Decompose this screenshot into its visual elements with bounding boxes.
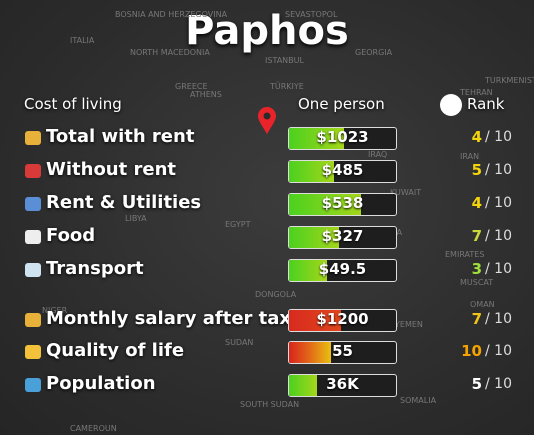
- map-label: ATHENS: [190, 90, 222, 99]
- bar-fill: [289, 194, 361, 215]
- row-value: 36K: [326, 375, 359, 393]
- row-value: $327: [321, 227, 364, 245]
- rank-value: 5: [471, 375, 482, 393]
- map-label: LIBYA: [125, 214, 147, 223]
- value-bar: [288, 160, 397, 183]
- map-label: TURKMENIST: [485, 76, 534, 85]
- row-label: Rent & Utilities: [46, 192, 202, 213]
- row-icon: [25, 230, 41, 244]
- map-label: GEORGIA: [355, 48, 393, 57]
- map-label: NIGER: [42, 306, 68, 315]
- row-value: $1200: [316, 310, 369, 328]
- bar-fill: [289, 128, 344, 149]
- bar-fill: [289, 375, 317, 396]
- row-icon: [25, 345, 41, 359]
- map-label: SEVASTOPOL: [285, 10, 338, 19]
- rank-of: / 10: [485, 343, 512, 359]
- row-label: Transport: [46, 258, 144, 279]
- map-label: ITALIA: [70, 36, 95, 45]
- row-value: $1023: [316, 128, 369, 146]
- bar-fill: [289, 260, 327, 281]
- rank-of: / 10: [485, 162, 512, 178]
- rank-of: / 10: [485, 195, 512, 211]
- header-cost: Cost of living: [24, 95, 122, 113]
- value-bar: [288, 127, 397, 150]
- bar-fill: [289, 161, 334, 182]
- row-icon: [25, 131, 41, 145]
- city-title: Paphos: [185, 8, 349, 54]
- rank-value: 4: [471, 128, 482, 146]
- rank-of: / 10: [485, 376, 512, 392]
- value-bar: [288, 226, 397, 249]
- rank-value: 3: [471, 260, 482, 278]
- rank-of: / 10: [485, 228, 512, 244]
- header-person: One person: [298, 95, 385, 113]
- map-label: OMAN: [470, 300, 495, 309]
- map-label: EMIRATES: [445, 250, 485, 259]
- rank-of: / 10: [485, 261, 512, 277]
- map-label: EGYPT: [225, 220, 251, 229]
- row-label: Total with rent: [46, 126, 195, 147]
- map-label: IRAQ: [368, 150, 388, 159]
- map-label: SOMALIA: [400, 396, 437, 405]
- rank-value: 7: [471, 310, 482, 328]
- map-label: CAMEROUN: [70, 424, 117, 433]
- location-pin: [258, 107, 276, 134]
- map-label: MUSCAT: [460, 278, 494, 287]
- rank-value: 10: [461, 342, 482, 360]
- map-label: DONGOLA: [255, 290, 297, 299]
- value-bar: [288, 259, 397, 282]
- map-label: GREECE: [175, 82, 208, 91]
- map-label: NORTH MACEDONIA: [130, 48, 210, 57]
- map-label: SOUTH SUDAN: [240, 400, 300, 409]
- row-label: Food: [46, 225, 96, 246]
- map-label: YEMEN: [395, 320, 423, 329]
- map-label: BOSNIA AND HERZEGOVINA: [115, 10, 228, 19]
- rank-value: 7: [471, 227, 482, 245]
- row-label: Monthly salary after tax: [46, 308, 292, 329]
- row-value: $538: [321, 194, 364, 212]
- rank-value: 4: [471, 194, 482, 212]
- bar-fill: [289, 310, 341, 331]
- rank-of: / 10: [485, 129, 512, 145]
- map-label: SUDAN: [225, 338, 254, 347]
- row-icon: [25, 378, 41, 392]
- row-icon: [25, 197, 41, 211]
- flag-icon: [440, 94, 462, 116]
- row-value: $485: [321, 161, 364, 179]
- map-label: TEHRAN: [460, 88, 493, 97]
- row-label: Population: [46, 373, 156, 394]
- row-label: Without rent: [46, 159, 176, 180]
- value-bar: [288, 193, 397, 216]
- bar-fill: [289, 342, 331, 363]
- header-rank: Rank: [467, 95, 505, 113]
- rank-of: / 10: [485, 311, 512, 327]
- row-icon: [25, 313, 41, 327]
- map-label: IRAN: [460, 152, 480, 161]
- map-label: KUWAIT: [390, 188, 422, 197]
- row-icon: [25, 164, 41, 178]
- value-bar: [288, 341, 397, 364]
- map-label: TÜRKIYE: [270, 82, 304, 91]
- rank-value: 5: [471, 161, 482, 179]
- map-label: ISTANBUL: [265, 56, 304, 65]
- bar-fill: [289, 227, 339, 248]
- row-value: 55: [332, 342, 353, 360]
- row-icon: [25, 263, 41, 277]
- value-bar: [288, 374, 397, 397]
- value-bar: [288, 309, 397, 332]
- row-label: Quality of life: [46, 340, 185, 361]
- row-value: $49.5: [318, 260, 367, 278]
